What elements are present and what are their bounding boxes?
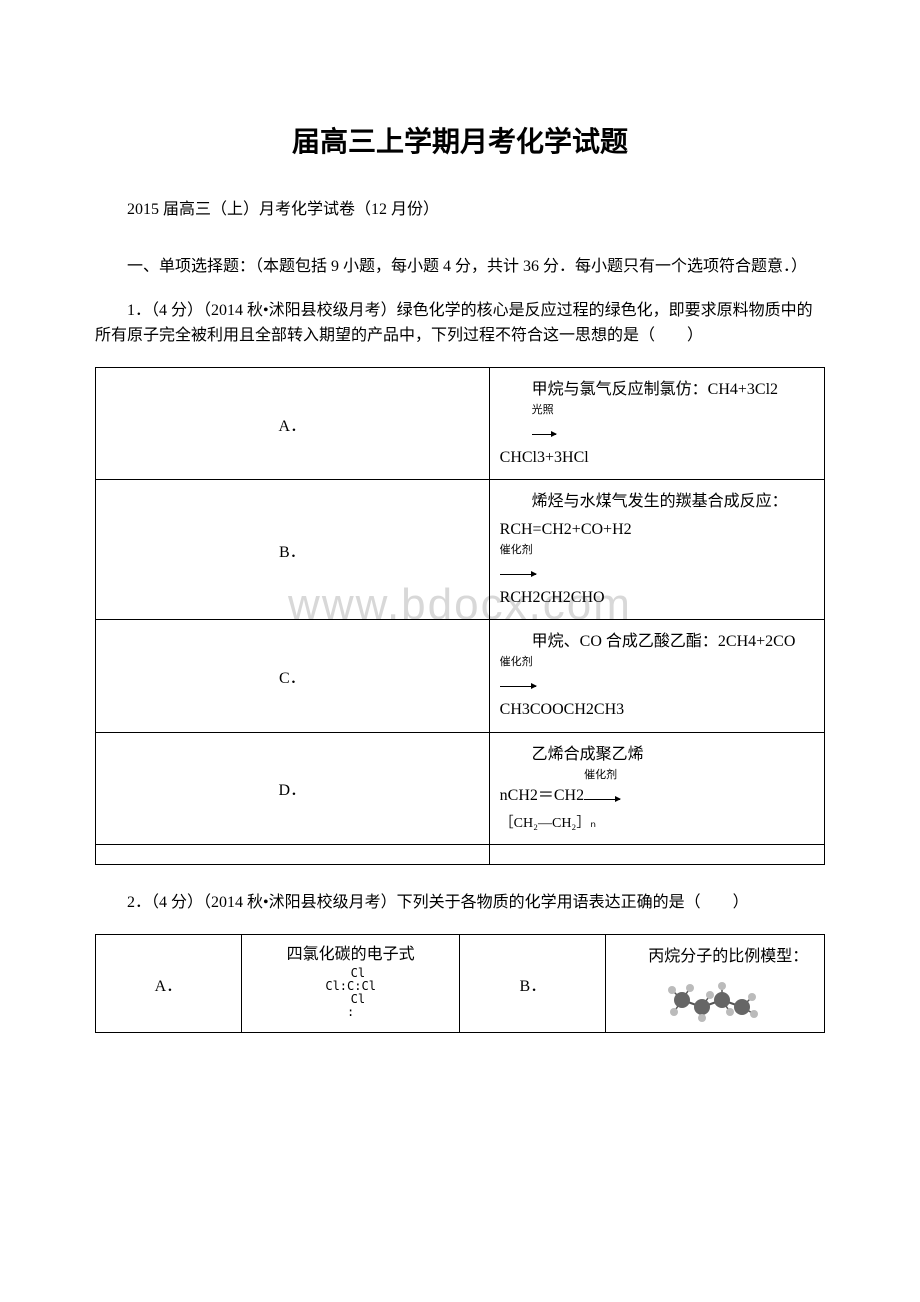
question-2-stem: 2．（4 分）（2014 秋•沭阳县校级月考）下列关于各物质的化学用语表达正确的… xyxy=(95,890,825,916)
reaction-arrow: 催化剂 xyxy=(500,655,536,696)
reaction-arrow: 催化剂 xyxy=(500,543,536,584)
option-content: 甲烷与氯气反应制氯仿：CH4+3Cl2 光照 CHCl3+3HCl xyxy=(489,367,824,480)
reaction-lhs: RCH=CH2+CO+H2 xyxy=(500,521,632,538)
reaction-rhs: CHCl3+3HCl xyxy=(500,449,589,466)
option-content: 甲烷、CO 合成乙酸乙酯：2CH4+2CO 催化剂 CH3COOCH2CH3 xyxy=(489,620,824,733)
option-label: C． xyxy=(96,620,490,733)
option-label: A． xyxy=(96,934,242,1033)
arrow-line-icon xyxy=(532,434,556,435)
option-content: 四氯化碳的电子式 ClCl:C:Cl Cl: xyxy=(241,934,460,1033)
electron-formula-icon: ClCl:C:Cl Cl: xyxy=(325,967,376,1020)
document-title: 届高三上学期月考化学试题 xyxy=(95,120,825,160)
table-row: B． 烯烃与水煤气发生的羰基合成反应： RCH=CH2+CO+H2 催化剂 RC… xyxy=(96,480,825,620)
option-text: 丙烷分子的比例模型： xyxy=(616,945,814,969)
section-intro: 一、单项选择题：（本题包括 9 小题，每小题 4 分，共计 36 分．每小题只有… xyxy=(95,254,825,280)
table-row: D． 乙烯合成聚乙烯 nCH2＝CH2催化剂 ［CH₂—CH₂］ₙ xyxy=(96,732,825,845)
reaction-arrow: 催化剂 xyxy=(584,768,620,809)
molecule-model-icon xyxy=(660,972,770,1022)
arrow-line-icon xyxy=(584,799,620,800)
document-subtitle: 2015 届高三（上）月考化学试卷（12 月份） xyxy=(95,195,825,219)
option-content: 乙烯合成聚乙烯 nCH2＝CH2催化剂 ［CH₂—CH₂］ₙ xyxy=(489,732,824,845)
arrow-label: 催化剂 xyxy=(500,541,533,560)
option-intro: 烯烃与水煤气发生的羰基合成反应： xyxy=(532,493,788,510)
reaction-arrow: 光照 xyxy=(500,403,556,444)
option-intro: 甲烷、CO 合成乙酸乙酯： xyxy=(532,633,718,650)
option-text: 四氯化碳的电子式 xyxy=(287,946,415,963)
option-label: B． xyxy=(96,480,490,620)
empty-cell xyxy=(489,845,824,865)
reaction-lhs: 2CH4+2CO xyxy=(718,633,795,650)
option-content: 烯烃与水煤气发生的羰基合成反应： RCH=CH2+CO+H2 催化剂 RCH2C… xyxy=(489,480,824,620)
empty-cell xyxy=(96,845,490,865)
question-1-stem: 1．（4 分）（2014 秋•沭阳县校级月考）绿色化学的核心是反应过程的绿色化，… xyxy=(95,298,825,349)
question-1-options-table: A． 甲烷与氯气反应制氯仿：CH4+3Cl2 光照 CHCl3+3HCl B． 烯… xyxy=(95,367,825,865)
reaction-lhs: nCH2＝CH2 xyxy=(500,787,584,804)
arrow-line-icon xyxy=(500,574,536,575)
reaction-rhs: CH3COOCH2CH3 xyxy=(500,701,624,718)
document-content: 届高三上学期月考化学试题 2015 届高三（上）月考化学试卷（12 月份） 一、… xyxy=(95,120,825,1033)
arrow-label: 催化剂 xyxy=(500,653,533,672)
arrow-label: 光照 xyxy=(500,401,554,420)
option-intro: 乙烯合成聚乙烯 xyxy=(532,746,644,763)
arrow-line-icon xyxy=(500,686,536,687)
option-label: B． xyxy=(460,934,606,1033)
table-row: A． 甲烷与氯气反应制氯仿：CH4+3Cl2 光照 CHCl3+3HCl xyxy=(96,367,825,480)
arrow-label: 催化剂 xyxy=(584,766,617,785)
table-row-empty xyxy=(96,845,825,865)
option-content: 丙烷分子的比例模型： xyxy=(606,934,825,1033)
reaction-rhs: RCH2CH2CHO xyxy=(500,589,605,606)
option-label: A． xyxy=(96,367,490,480)
option-label: D． xyxy=(96,732,490,845)
table-row: A． 四氯化碳的电子式 ClCl:C:Cl Cl: B． 丙烷分子的比例模型： xyxy=(96,934,825,1033)
reaction-lhs: CH4+3Cl2 xyxy=(708,381,778,398)
option-intro: 甲烷与氯气反应制氯仿： xyxy=(532,381,708,398)
question-2-options-table: A． 四氯化碳的电子式 ClCl:C:Cl Cl: B． 丙烷分子的比例模型： xyxy=(95,934,825,1034)
table-row: C． 甲烷、CO 合成乙酸乙酯：2CH4+2CO 催化剂 CH3COOCH2CH… xyxy=(96,620,825,733)
reaction-rhs-polymer: ［CH₂—CH₂］ₙ xyxy=(500,812,596,836)
